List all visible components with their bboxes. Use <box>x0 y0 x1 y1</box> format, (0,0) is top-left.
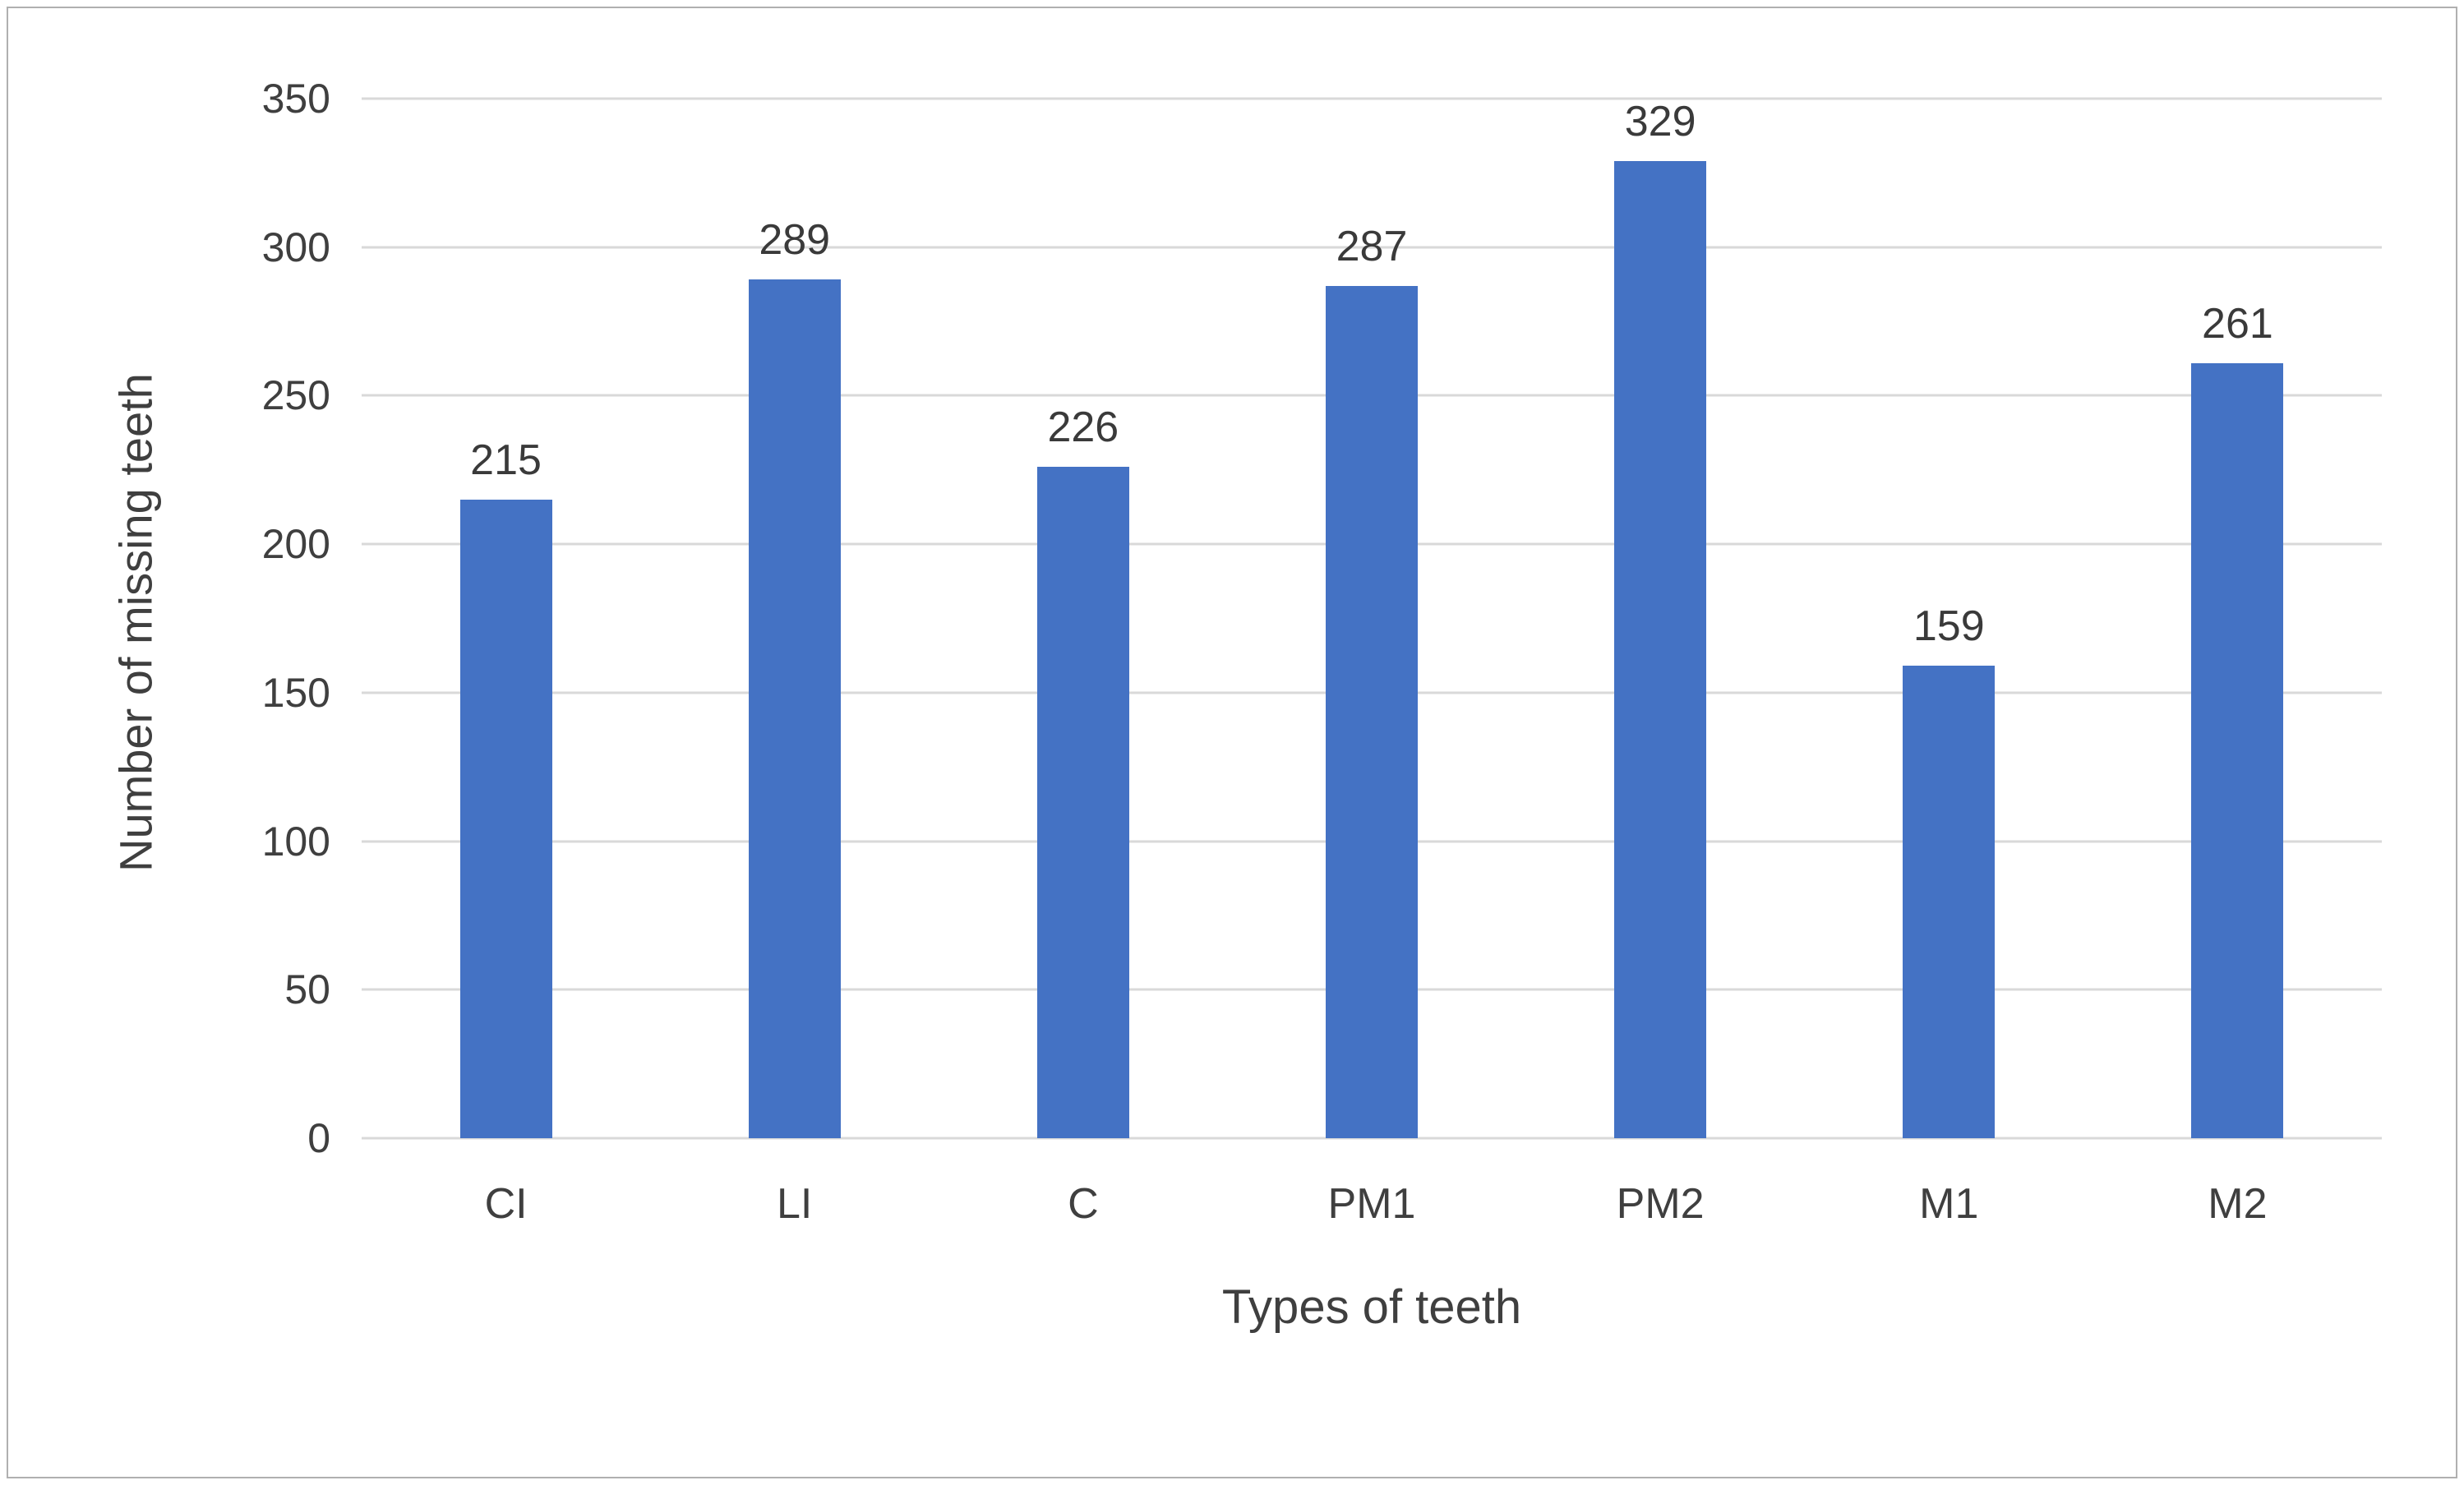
bar-value-label: 287 <box>1336 222 1408 270</box>
chart-figure: Number of missing teeth 215 CI 289 LI 226 C 28… <box>7 7 2457 1478</box>
x-tick-label: C <box>1068 1180 1099 1228</box>
y-tick-label: 50 <box>284 966 330 1013</box>
y-axis-title: Number of missing teeth <box>109 373 162 872</box>
bar <box>2191 362 2284 1138</box>
bar-value-label: 226 <box>1047 404 1119 452</box>
bar-slot: 215 CI <box>362 99 650 1228</box>
bar-value-label: 261 <box>2202 299 2273 348</box>
plot-area: 215 CI 289 LI 226 C 287 PM1 329 PM2 159 M1 261 M2 Typ… <box>262 76 2382 1334</box>
bar-value-label: 215 <box>470 436 542 484</box>
y-tick-label: 250 <box>261 372 330 419</box>
bars-layer: 215 CI 289 LI 226 C 287 PM1 329 PM2 159 M1 261 M2 <box>362 97 2382 1228</box>
bar-slot: 261 M2 <box>2093 99 2382 1228</box>
gridline <box>362 1137 2382 1140</box>
x-tick-label: PM2 <box>1616 1180 1705 1228</box>
x-axis-title: Types of teeth <box>1221 1280 1522 1334</box>
bar-slot: 226 C <box>939 99 1227 1228</box>
x-tick-label: M2 <box>2208 1180 2268 1228</box>
bar <box>459 499 552 1138</box>
gridline <box>362 97 2382 100</box>
x-tick-label: PM1 <box>1327 1180 1416 1228</box>
y-tick-label: 300 <box>261 224 330 270</box>
bar-slot: 287 PM1 <box>1227 99 1516 1228</box>
gridline <box>362 246 2382 249</box>
bar <box>1614 160 1707 1138</box>
bar <box>1325 285 1418 1138</box>
bar <box>1036 467 1129 1138</box>
y-tick-label: 350 <box>261 76 330 122</box>
bar-value-label: 329 <box>1624 97 1696 145</box>
bar-value-label: 159 <box>1913 602 1985 651</box>
y-tick-label: 150 <box>261 669 330 716</box>
y-tick-label: 200 <box>261 521 330 568</box>
x-tick-label: CI <box>484 1180 528 1228</box>
bar-slot: 289 LI <box>650 99 939 1228</box>
bar <box>1903 666 1996 1138</box>
y-tick-label: 100 <box>261 818 330 865</box>
bar <box>748 279 841 1138</box>
y-tick-label: 0 <box>307 1115 330 1161</box>
bar-slot: 329 PM2 <box>1516 97 1805 1228</box>
bar-slot: 159 M1 <box>1805 99 2093 1228</box>
x-tick-label: LI <box>777 1180 813 1228</box>
x-tick-label: M1 <box>1919 1180 1979 1228</box>
bar-value-label: 289 <box>759 216 831 265</box>
